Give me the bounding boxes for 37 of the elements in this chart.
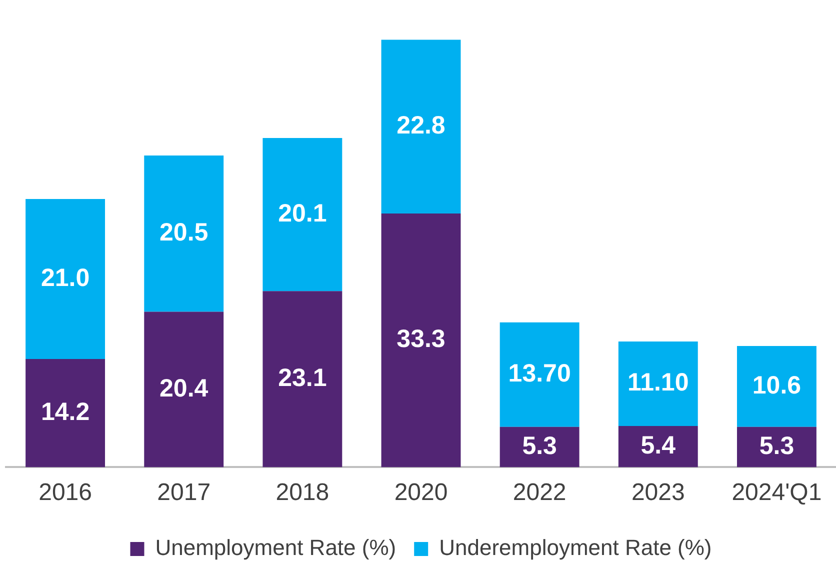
x-tick-label: 2017 — [157, 479, 211, 506]
bar — [144, 156, 224, 312]
bar — [618, 341, 698, 426]
bar — [618, 426, 698, 468]
x-tick-label: 2023 — [631, 479, 685, 506]
bar — [26, 198, 106, 359]
data-label: 20.5 — [160, 218, 208, 247]
x-tick-label: 2016 — [38, 479, 92, 506]
legend-label: Underemployment Rate (%) — [439, 535, 712, 560]
data-label: 11.10 — [628, 368, 689, 397]
data-label: 10.6 — [752, 371, 802, 400]
data-label: 13.70 — [508, 360, 571, 388]
bar — [736, 346, 816, 427]
x-tick-label: 2018 — [276, 479, 330, 506]
bar — [262, 138, 342, 292]
data-label: 20.1 — [278, 199, 327, 228]
data-label: 23.1 — [278, 364, 327, 392]
data-label: 5.4 — [640, 432, 676, 460]
legend-label: Unemployment Rate (%) — [155, 535, 396, 560]
x-tick-label: 2022 — [512, 479, 566, 506]
bar — [26, 358, 106, 468]
bar — [500, 322, 580, 427]
data-label: 14.2 — [40, 398, 90, 426]
data-label: 22.8 — [396, 111, 446, 140]
data-label: 33.3 — [396, 325, 446, 354]
x-tick-label: 2020 — [394, 479, 448, 506]
bar — [500, 426, 580, 468]
bar — [262, 291, 342, 468]
data-label: 20.4 — [160, 374, 208, 402]
bar — [381, 40, 461, 214]
data-label: 5.3 — [522, 432, 557, 460]
data-label: 5.3 — [759, 432, 794, 460]
bar — [736, 426, 816, 468]
bar — [144, 312, 224, 468]
bar — [381, 213, 461, 468]
data-label: 21.0 — [40, 264, 90, 292]
x-tick-label: 2024'Q1 — [732, 479, 822, 506]
